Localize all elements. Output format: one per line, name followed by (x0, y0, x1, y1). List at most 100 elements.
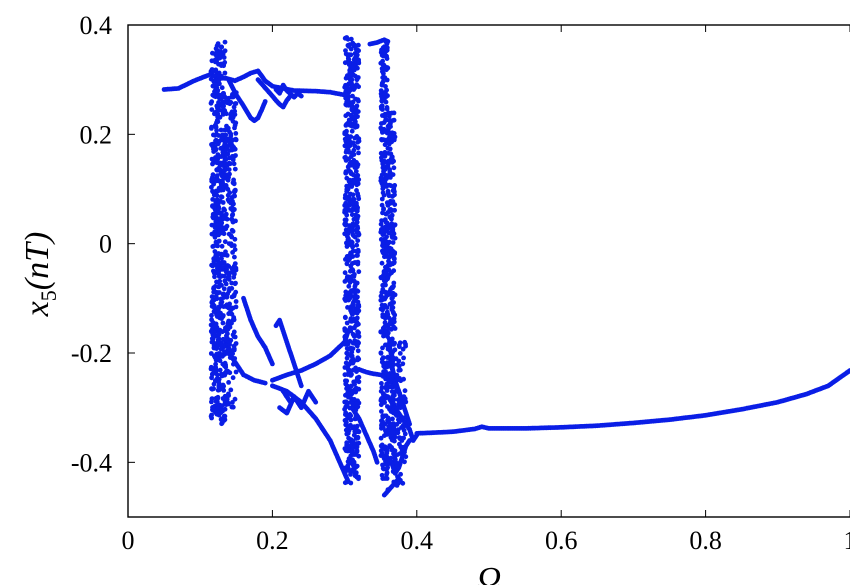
data-point (344, 35, 350, 40)
data-point (386, 424, 391, 429)
data-point (379, 155, 384, 161)
data-point (342, 217, 348, 223)
data-point (352, 124, 358, 130)
data-point (218, 127, 224, 133)
data-point (352, 272, 357, 277)
data-point (346, 283, 352, 289)
data-point (226, 380, 232, 385)
data-point (232, 396, 238, 402)
data-point (209, 99, 215, 105)
data-point (392, 222, 397, 228)
data-point (398, 435, 404, 441)
data-point (380, 345, 385, 351)
data-point (343, 200, 349, 206)
data-point (396, 358, 402, 364)
data-point (230, 94, 236, 100)
data-point (216, 261, 221, 266)
data-point (388, 124, 393, 129)
data-point (313, 399, 319, 405)
data-point (378, 443, 384, 449)
data-point (392, 202, 398, 208)
data-point (222, 76, 228, 81)
data-point (228, 206, 234, 211)
data-point (220, 320, 226, 326)
data-point (381, 250, 386, 256)
data-point (379, 106, 384, 111)
data-point (213, 293, 219, 299)
data-point (228, 233, 234, 239)
data-point (387, 182, 392, 188)
data-point (216, 216, 222, 222)
data-point (352, 382, 357, 387)
data-point (219, 133, 225, 138)
data-point (384, 41, 390, 46)
data-point (353, 214, 359, 220)
data-point (224, 270, 230, 275)
data-point (354, 423, 360, 429)
data-point (355, 339, 360, 345)
data-point (378, 329, 384, 335)
x-axis-label: Ω (477, 561, 502, 585)
data-point (385, 202, 391, 208)
y-tick-label: 0.4 (80, 11, 113, 40)
data-point (396, 363, 402, 369)
data-point (387, 380, 393, 385)
data-point (219, 416, 225, 422)
data-point (223, 216, 229, 222)
data-point (384, 47, 390, 53)
data-point (386, 255, 392, 260)
data-point (222, 39, 228, 45)
data-point (342, 136, 348, 142)
data-point (385, 292, 391, 298)
data-point (345, 329, 350, 335)
data-point (384, 65, 389, 71)
data-point (230, 351, 236, 357)
data-point (351, 62, 357, 68)
data-point (350, 200, 356, 206)
data-point (209, 294, 215, 300)
data-point (343, 315, 348, 321)
data-point (356, 48, 361, 54)
data-point (209, 124, 215, 130)
data-point (225, 192, 231, 198)
data-point (397, 418, 402, 423)
data-point (211, 340, 217, 346)
data-point (386, 161, 391, 167)
data-point (233, 218, 238, 224)
data-point (387, 363, 392, 369)
data-point (391, 342, 397, 347)
data-point (345, 430, 351, 436)
data-point (270, 361, 275, 367)
data-point (389, 401, 395, 406)
data-point (218, 162, 224, 168)
data-point (351, 233, 357, 239)
data-point (381, 466, 387, 472)
data-point (342, 131, 348, 137)
data-point (386, 230, 392, 236)
data-point (262, 99, 268, 104)
data-point (398, 401, 404, 406)
data-point (401, 415, 407, 421)
data-points (161, 35, 850, 498)
data-point (212, 57, 218, 63)
data-point (379, 398, 385, 403)
data-point (350, 356, 355, 361)
data-point (344, 208, 350, 214)
data-point (209, 107, 215, 112)
data-point (350, 311, 355, 317)
data-point (219, 256, 224, 261)
data-point (379, 409, 384, 414)
data-point (402, 339, 408, 345)
data-point (223, 370, 229, 376)
data-point (387, 146, 393, 152)
data-point (353, 387, 359, 393)
data-point (389, 358, 395, 363)
data-point (391, 324, 396, 330)
data-point (224, 111, 229, 117)
data-point (229, 138, 235, 144)
data-point (356, 98, 361, 104)
data-point (349, 449, 355, 455)
data-point (380, 137, 386, 143)
data-point (350, 289, 356, 294)
